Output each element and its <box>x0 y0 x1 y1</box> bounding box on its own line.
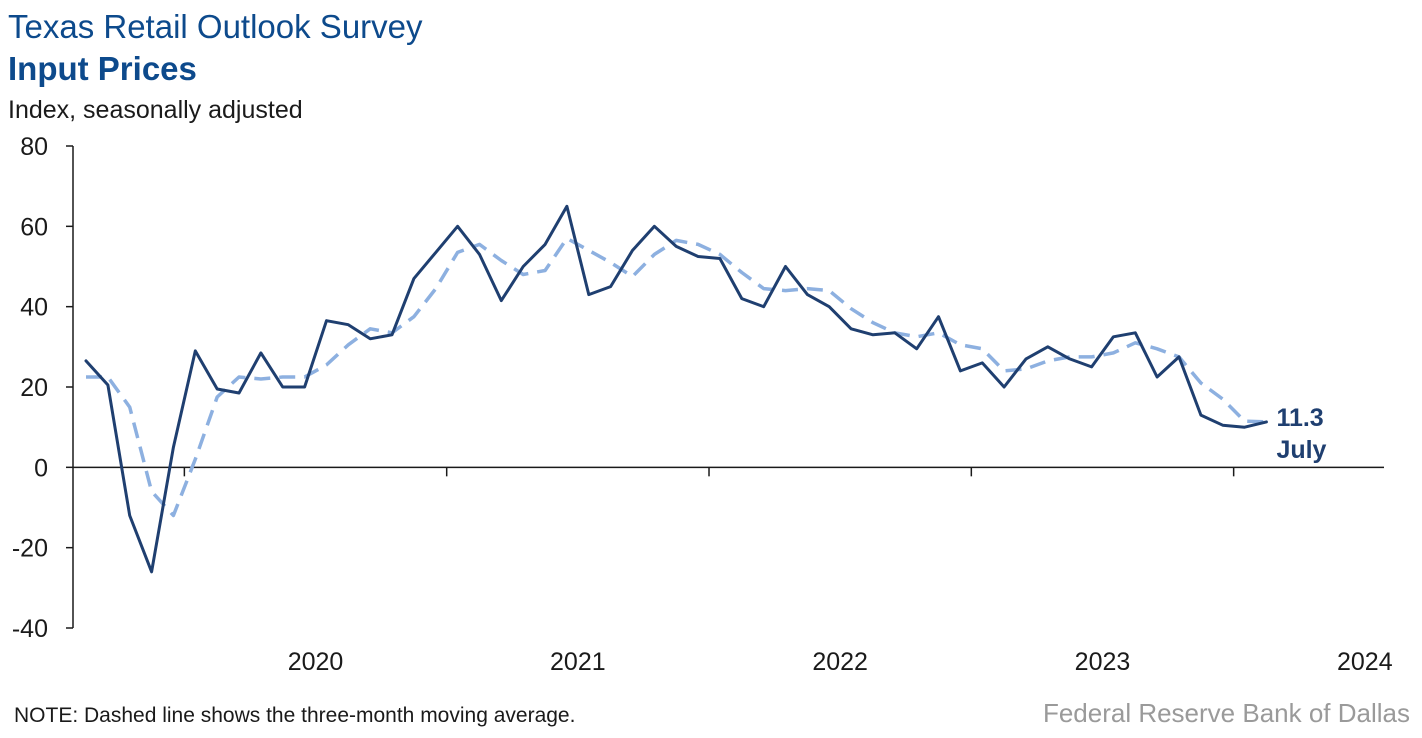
y-tick-label: 40 <box>20 294 48 322</box>
y-tick-label: 80 <box>20 133 48 161</box>
axes <box>66 145 1384 629</box>
y-tick-label: -40 <box>12 615 48 643</box>
x-tick-label: 2020 <box>288 648 344 676</box>
y-tick-label: 0 <box>34 454 48 482</box>
tick-labels: 80 60 40 20 0 -20 -40 2020 2021 2022 2023 2024 <box>12 133 1393 676</box>
footnote: NOTE: Dashed line shows the three-month … <box>14 704 576 727</box>
source-label: Federal Reserve Bank of Dallas <box>1042 698 1410 728</box>
x-tick-label: 2024 <box>1337 648 1393 676</box>
y-axis-units-label: Index, seasonally adjusted <box>8 96 303 124</box>
moving-average-line <box>86 236 1267 518</box>
end-month-label: July <box>1276 436 1326 464</box>
y-tick-label: 60 <box>20 213 48 241</box>
series-lines <box>84 204 1268 574</box>
index-line <box>84 204 1268 574</box>
end-value-label: 11.3 <box>1276 404 1323 432</box>
y-tick-label: -20 <box>12 535 48 563</box>
y-tick-label: 20 <box>20 374 48 402</box>
chart-subtitle: Input Prices <box>8 50 197 87</box>
chart-title: Texas Retail Outlook Survey <box>8 8 423 45</box>
x-tick-label: 2021 <box>550 648 606 676</box>
x-tick-label: 2022 <box>812 648 868 676</box>
x-tick-label: 2023 <box>1075 648 1131 676</box>
